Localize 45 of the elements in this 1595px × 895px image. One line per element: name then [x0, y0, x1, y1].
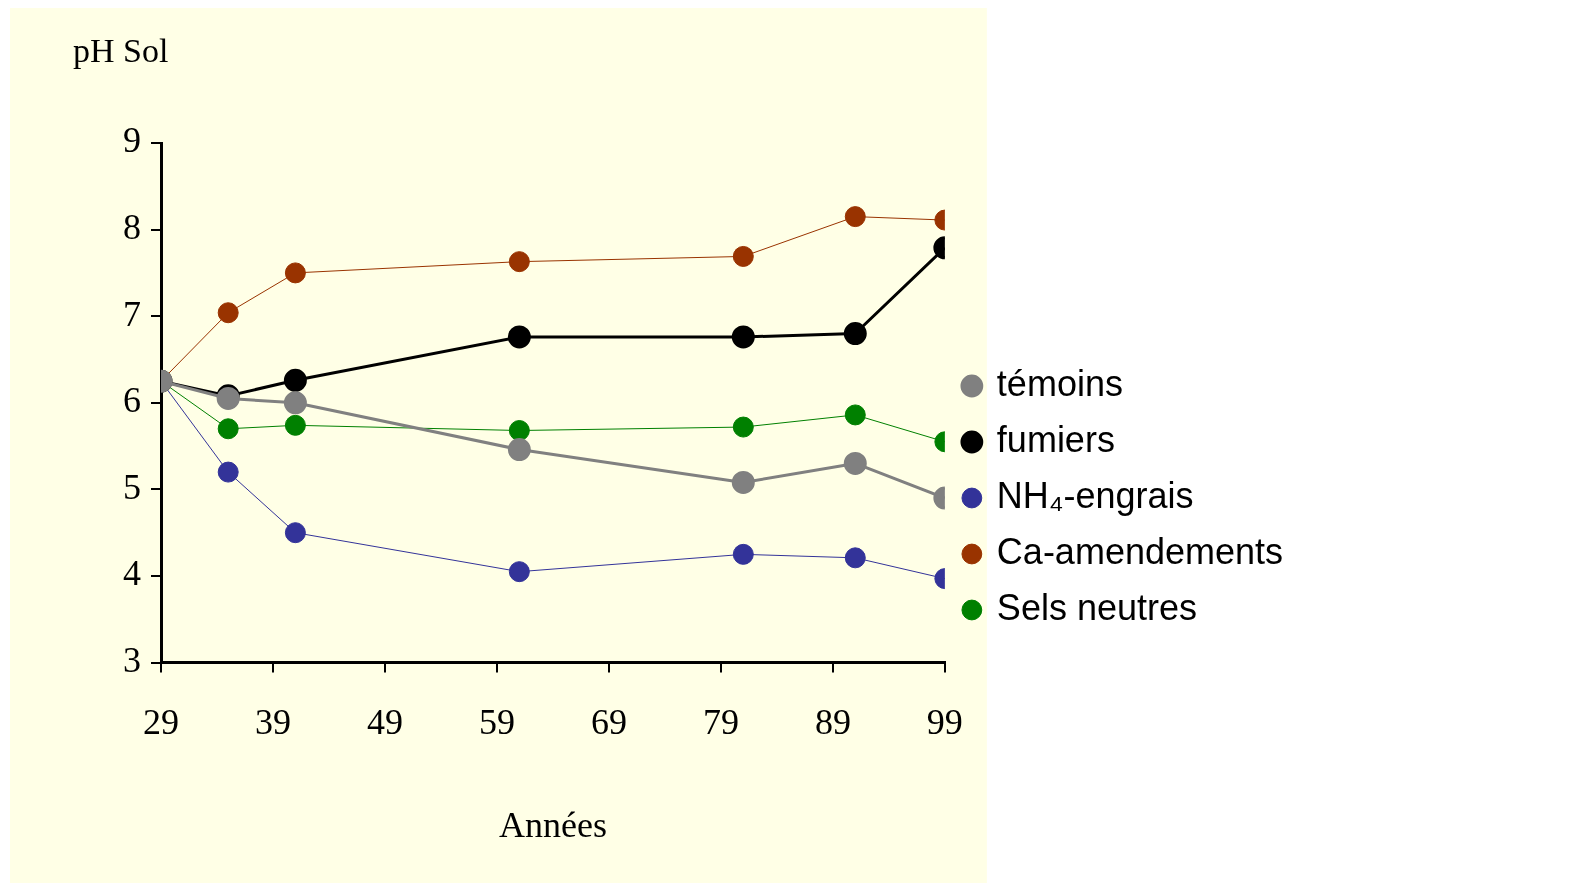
point	[731, 470, 755, 494]
legend-label: fumiers	[996, 418, 1115, 460]
point	[507, 325, 531, 349]
y-tick-label: 3	[123, 640, 141, 681]
y-axis-title: pH Sol	[73, 31, 169, 69]
point	[284, 522, 306, 544]
point	[843, 322, 867, 346]
point	[843, 451, 867, 475]
point	[508, 561, 530, 583]
y-tick-label: 8	[123, 207, 141, 248]
x-tick-label: 39	[254, 701, 291, 742]
point	[844, 547, 866, 569]
x-tick-label: 49	[366, 701, 403, 742]
x-tick-label: 69	[590, 701, 627, 742]
point	[844, 404, 866, 426]
point	[732, 245, 754, 267]
y-tick-label: 7	[123, 293, 141, 334]
legend-label: Sels neutres	[996, 586, 1197, 628]
y-tick-label: 9	[123, 120, 141, 161]
point	[284, 414, 306, 436]
y-tick-label: 5	[123, 466, 141, 507]
legend-label: Ca-amendements	[996, 530, 1283, 572]
point	[732, 416, 754, 438]
point	[283, 391, 307, 415]
point	[283, 368, 307, 392]
point	[508, 251, 530, 273]
point	[844, 206, 866, 228]
x-tick-label: 79	[702, 701, 739, 742]
y-tick-label: 4	[123, 553, 141, 594]
point	[217, 302, 239, 324]
x-tick-label: 99	[926, 701, 963, 742]
y-tick-label: 6	[123, 380, 141, 421]
legend-label: NH₄-engrais	[996, 474, 1194, 516]
x-tick-label: 89	[814, 701, 851, 742]
point	[217, 418, 239, 440]
legend-label: témoins	[996, 362, 1123, 404]
point	[507, 438, 531, 462]
point	[284, 262, 306, 284]
x-tick-label: 29	[143, 701, 179, 742]
point	[731, 325, 755, 349]
x-axis-title: Années	[498, 804, 607, 845]
point	[732, 543, 754, 565]
point	[508, 420, 530, 442]
point	[217, 461, 239, 483]
x-tick-label: 59	[478, 701, 515, 742]
